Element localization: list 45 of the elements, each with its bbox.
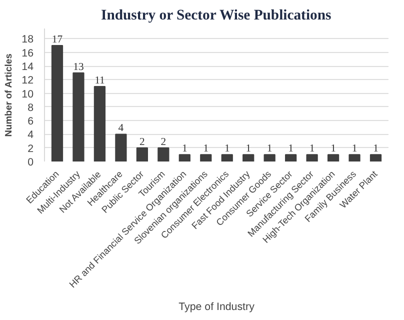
y-tick-label: 16 <box>22 47 34 60</box>
data-label: 1 <box>266 144 272 155</box>
data-label: 13 <box>73 62 84 73</box>
bar <box>264 154 276 162</box>
data-label: 1 <box>182 144 188 155</box>
bar <box>221 154 233 162</box>
bar <box>178 154 190 162</box>
bar <box>348 154 360 162</box>
bar <box>115 134 127 162</box>
data-label: 11 <box>94 75 105 86</box>
bar <box>51 45 64 162</box>
y-tick-label: 4 <box>28 129 34 142</box>
data-label: 1 <box>309 144 315 155</box>
bar <box>327 154 340 162</box>
bar <box>158 147 170 162</box>
data-label: 1 <box>352 144 358 155</box>
data-label: 1 <box>246 144 252 155</box>
bar <box>136 147 148 162</box>
data-label: 4 <box>118 123 124 134</box>
y-axis-title: Number of Articles <box>4 54 14 137</box>
bar <box>285 154 297 162</box>
data-label: 1 <box>203 144 209 155</box>
data-label: 1 <box>224 144 230 155</box>
bar <box>72 72 84 162</box>
data-label: 2 <box>160 136 166 148</box>
y-tick-label: 6 <box>28 116 34 128</box>
y-tick-label: 10 <box>22 88 34 100</box>
y-tick-label: 18 <box>22 34 34 46</box>
chart-title: Industry or Sector Wise Publications <box>101 8 332 24</box>
data-label: 2 <box>140 136 145 148</box>
bar <box>242 154 254 162</box>
data-label: 1 <box>288 144 294 155</box>
y-tick-label: 2 <box>28 142 34 155</box>
y-tick-label: 8 <box>28 102 34 114</box>
data-label: 17 <box>52 34 64 46</box>
bar <box>94 86 106 162</box>
y-tick-label: 14 <box>22 61 34 74</box>
bar <box>200 154 212 162</box>
y-tick-label: 0 <box>28 156 34 168</box>
y-tick-label: 12 <box>22 74 34 87</box>
data-label: 1 <box>330 144 336 155</box>
bar <box>370 154 382 162</box>
x-axis-title: Type of Industry <box>178 301 256 314</box>
bar <box>306 154 318 162</box>
data-label: 1 <box>373 144 378 155</box>
